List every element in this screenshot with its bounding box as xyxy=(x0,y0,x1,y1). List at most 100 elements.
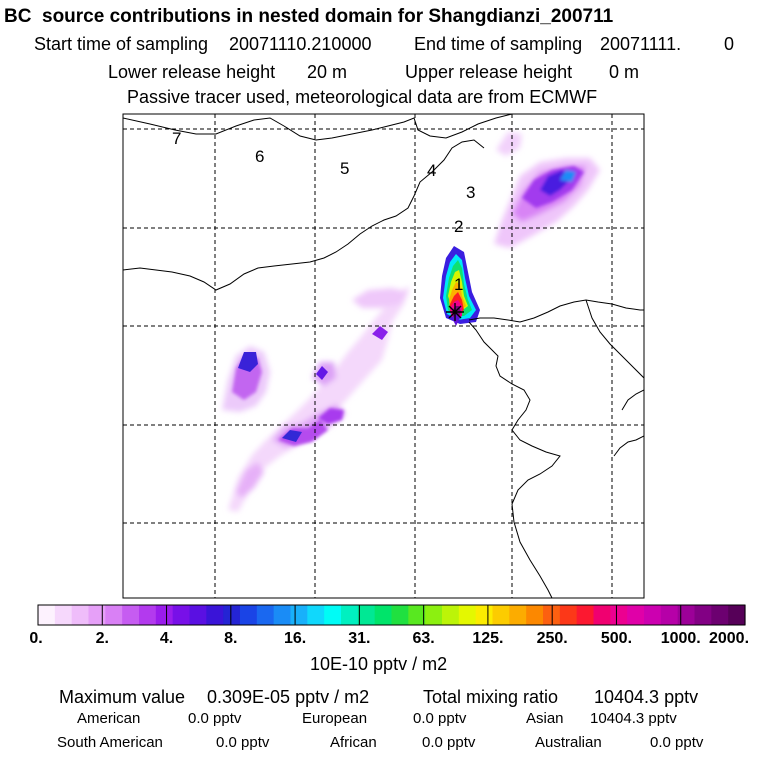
total-mixing-label: Total mixing ratio xyxy=(423,687,559,707)
end-time-value: 20071111. xyxy=(600,34,682,54)
core-northeast-cyan xyxy=(560,170,576,182)
region-south-american-label: South American xyxy=(57,734,163,751)
end-time-suffix: 0 xyxy=(724,34,735,54)
start-time-value: 20071110.210000 xyxy=(229,34,372,54)
legend-tick-label: 16. xyxy=(283,630,307,647)
legend-swatch xyxy=(206,605,224,625)
legend-swatch xyxy=(610,605,628,625)
region-american-label: American xyxy=(77,710,141,727)
legend-swatch xyxy=(38,605,56,625)
map-outlines xyxy=(123,114,644,598)
time-markers: 1 2 3 4 5 6 7 xyxy=(172,129,475,294)
legend-tick-label: 250. xyxy=(536,630,568,647)
legend-unit: 10E-10 pptv / m2 xyxy=(310,654,448,674)
legend-swatch xyxy=(155,605,174,625)
legend-colorbar xyxy=(38,605,746,625)
legend-swatch xyxy=(677,605,696,625)
time-marker: 5 xyxy=(340,159,349,178)
legend-tick-label: 0. xyxy=(29,630,43,647)
legend-swatch xyxy=(290,605,308,625)
legend-swatch xyxy=(475,605,494,625)
plume-layer xyxy=(222,132,600,512)
coast-korea-south xyxy=(621,389,644,411)
legend-swatch xyxy=(458,605,477,625)
legend-swatch xyxy=(223,605,241,625)
region-asian-label: Asian xyxy=(526,710,564,727)
region-australian-label: Australian xyxy=(535,734,602,751)
legend-tick-label: 2. xyxy=(95,630,109,647)
legend-swatch xyxy=(357,605,376,625)
legend-tick-label: 2000. xyxy=(708,630,750,647)
legend-tick-label: 8. xyxy=(224,630,238,647)
core-southwest-blue xyxy=(282,430,302,442)
legend-swatch xyxy=(240,605,258,625)
upper-height-label: Upper release height xyxy=(405,62,573,82)
legend-dividers xyxy=(101,605,682,625)
coast-korea xyxy=(585,299,644,379)
legend-swatch xyxy=(324,605,342,625)
coast-island xyxy=(613,435,644,457)
legend-tick-label: 63. xyxy=(412,630,435,647)
time-marker: 3 xyxy=(466,183,475,202)
core-central-violet xyxy=(316,366,328,380)
legend-swatch xyxy=(408,605,426,625)
plume-west xyxy=(222,286,410,512)
border-inner xyxy=(123,139,485,291)
legend-swatch xyxy=(122,605,140,625)
coast-bohai xyxy=(468,299,644,323)
legend-swatch xyxy=(374,605,393,625)
plume-source xyxy=(440,246,480,326)
legend-tick-label: 500. xyxy=(600,630,633,647)
legend-swatch xyxy=(425,605,443,625)
legend-frame xyxy=(37,604,746,626)
region-south-american-value: 0.0 pptv xyxy=(216,734,270,751)
time-marker: 6 xyxy=(255,147,264,166)
legend-swatch xyxy=(307,605,325,625)
max-value: 0.309E-05 pptv / m2 xyxy=(207,687,370,707)
legend-swatch xyxy=(71,605,90,625)
lower-height-label: Lower release height xyxy=(108,62,276,82)
legend-swatch xyxy=(694,605,712,625)
legend-swatch xyxy=(88,605,106,625)
legend-tick-label: 1000. xyxy=(660,630,701,647)
map-frame xyxy=(122,113,645,599)
total-mixing-value: 10404.3 pptv xyxy=(594,687,699,707)
legend-swatch xyxy=(172,605,191,625)
receptor-site-marker xyxy=(446,303,464,321)
time-marker: 2 xyxy=(454,217,463,236)
legend-swatch xyxy=(660,605,679,625)
region-asian-value: 10404.3 pptv xyxy=(590,710,677,727)
region-african-value: 0.0 pptv xyxy=(422,734,476,751)
legend-swatch xyxy=(593,605,611,625)
core-west-blue xyxy=(238,352,258,372)
legend-swatch xyxy=(189,605,207,625)
legend-tick-label: 125. xyxy=(472,630,504,647)
time-marker: 1 xyxy=(454,275,463,294)
region-australian-value: 0.0 pptv xyxy=(650,734,704,751)
max-value-label: Maximum value xyxy=(59,687,186,707)
coast-china-east xyxy=(468,321,561,598)
legend-swatch xyxy=(256,605,275,625)
legend-swatch xyxy=(442,605,460,625)
region-american-value: 0.0 pptv xyxy=(188,710,242,727)
legend-swatch xyxy=(139,605,157,625)
page-title: BC source contributions in nested domain… xyxy=(4,6,614,27)
time-marker: 4 xyxy=(427,161,436,180)
legend-swatch xyxy=(526,605,544,625)
region-african-label: African xyxy=(330,734,377,751)
legend-swatch xyxy=(105,605,123,625)
legend-swatch xyxy=(273,605,292,625)
end-time-label: End time of sampling xyxy=(414,34,583,54)
time-marker: 7 xyxy=(172,129,181,148)
legend-tick-label: 4. xyxy=(159,630,174,647)
legend-swatch xyxy=(627,605,645,625)
legend-swatch xyxy=(559,605,578,625)
legend-swatch xyxy=(728,605,746,625)
legend-swatch xyxy=(341,605,359,625)
tracer-note: Passive tracer used, meteorological data… xyxy=(127,87,598,107)
border-mongolia xyxy=(123,114,513,141)
legend-swatch xyxy=(576,605,595,625)
region-european-label: European xyxy=(302,710,368,727)
legend-swatch xyxy=(644,605,662,625)
